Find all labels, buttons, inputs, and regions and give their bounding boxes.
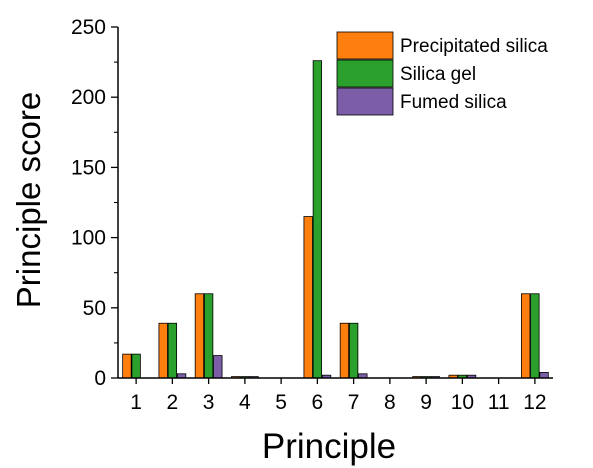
x-tick-label: 10 <box>451 391 474 414</box>
bar-1-12 <box>521 293 531 379</box>
legend-label: Silica gel <box>400 64 476 85</box>
y-tick-label: 0 <box>94 367 106 390</box>
y-axis-title: Principle score <box>10 92 47 308</box>
y-tick-label: 250 <box>71 16 106 39</box>
y-tick-label: 200 <box>71 86 106 109</box>
bar-1-7 <box>339 322 350 379</box>
x-tick-label: 8 <box>384 391 396 414</box>
legend-swatch <box>336 31 394 60</box>
x-tick-label: 9 <box>420 391 432 414</box>
bar-1-2 <box>158 322 168 379</box>
y-tick-label: 50 <box>83 297 106 320</box>
x-tick-label: 11 <box>488 391 510 414</box>
x-tick-label: 5 <box>275 391 287 414</box>
legend-label: Fumed silica <box>400 92 507 113</box>
bar-marks <box>122 60 549 379</box>
legend: Precipitated silica Silica gel Fumed silic… <box>336 31 548 116</box>
bar-2-12 <box>530 293 540 379</box>
bar-1-1 <box>122 353 132 379</box>
bar-2-1 <box>131 353 141 379</box>
bar-2-6 <box>312 60 323 379</box>
x-axis-title: Principle <box>262 427 396 466</box>
legend-swatch <box>336 87 394 116</box>
x-tick-label: 3 <box>203 391 215 414</box>
bar-3-12 <box>539 371 549 379</box>
x-tick-label: 2 <box>167 391 179 414</box>
y-tick-label: 150 <box>71 156 106 179</box>
y-tick-label: 100 <box>71 227 106 250</box>
bar-2-7 <box>348 322 359 379</box>
bar-1-6 <box>303 216 313 379</box>
x-tick-label: 12 <box>523 391 546 414</box>
x-tick-label: 7 <box>348 391 360 414</box>
bar-2-3 <box>203 293 214 379</box>
bar-2-2 <box>167 322 178 379</box>
x-tick-label: 4 <box>239 391 251 414</box>
bar-3-3 <box>213 355 223 379</box>
x-tick-label: 1 <box>130 391 142 414</box>
bar-1-3 <box>194 293 205 379</box>
x-tick-label: 6 <box>312 391 324 414</box>
legend-swatch <box>336 59 394 88</box>
legend-label: Precipitated silica <box>400 36 548 57</box>
